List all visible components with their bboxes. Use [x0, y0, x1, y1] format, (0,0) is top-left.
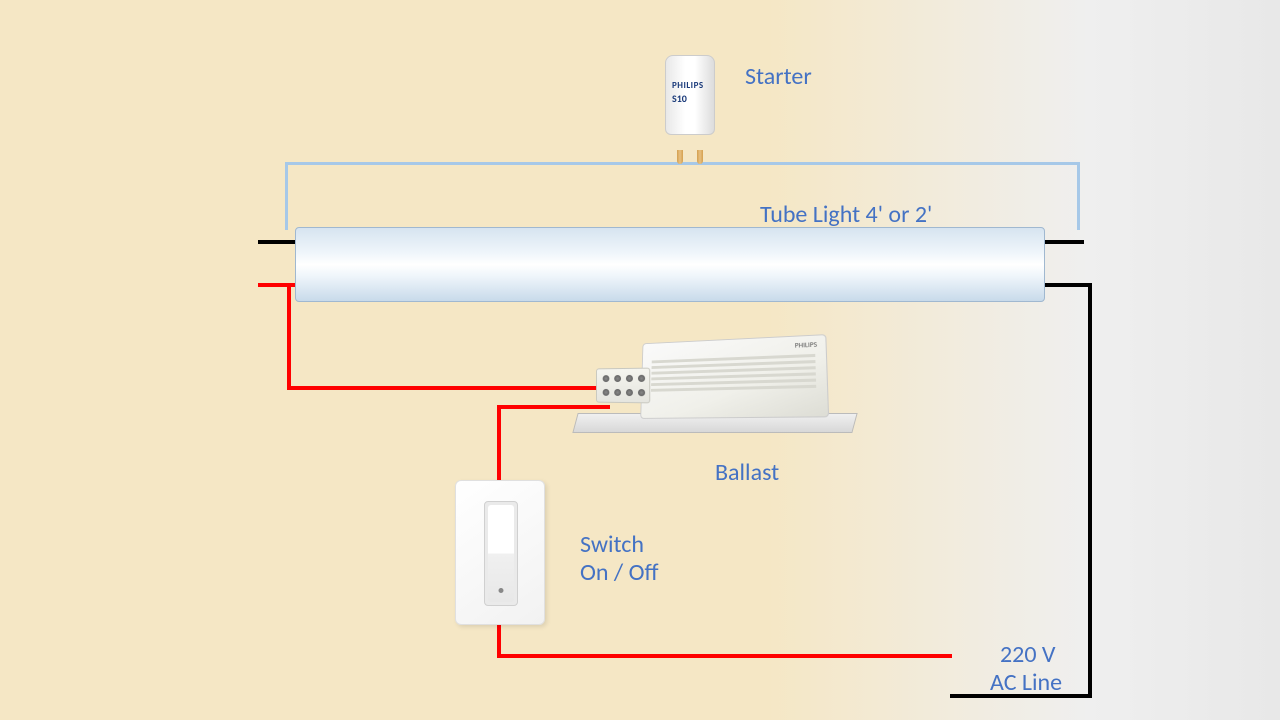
switch-component [455, 480, 545, 625]
tube-light [295, 227, 1045, 302]
label-switch-2: On / Off [580, 558, 659, 587]
label-ac-2: AC Line [990, 668, 1062, 697]
wire-red [287, 386, 608, 390]
wire-black [1044, 283, 1092, 287]
starter-component: PHILIPS S10 [665, 55, 715, 150]
label-tube: Tube Light 4' or 2' [760, 200, 932, 229]
starter-brand: PHILIPS [672, 80, 704, 91]
label-ballast: Ballast [715, 458, 779, 487]
wire-black [1044, 240, 1084, 244]
label-switch-1: Switch [580, 530, 644, 559]
wire-red [287, 283, 291, 390]
wire-black [258, 240, 298, 244]
wire-red [497, 622, 501, 658]
ballast-component: PHILIPS [575, 318, 855, 438]
label-ac-1: 220 V [1000, 640, 1056, 669]
wire-red [497, 654, 952, 658]
wire-red [258, 283, 298, 287]
starter-model: S10 [672, 92, 687, 105]
wire-black [1088, 283, 1092, 698]
ballast-brand: PHILIPS [795, 340, 818, 350]
wire-red [497, 405, 501, 483]
label-starter: Starter [745, 62, 812, 91]
wire-blue-loop [285, 162, 1080, 230]
